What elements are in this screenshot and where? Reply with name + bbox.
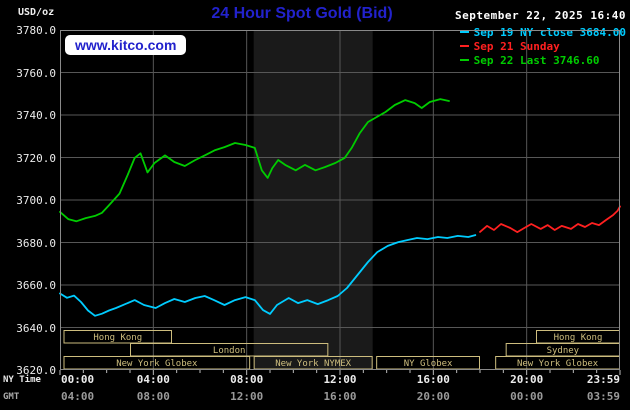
y-tick-label: 3640.0 <box>16 321 56 335</box>
datetime-label: September 22, 2025 16:40 <box>455 9 626 22</box>
gmt-tick-label: 03:59 <box>586 390 620 403</box>
chart-title: 24 Hour Spot Gold (Bid) <box>211 5 393 22</box>
ny-time-tick-label: 12:00 <box>323 373 357 386</box>
ny-time-caption: NY Time <box>3 375 41 385</box>
legend-item-sep22: Sep 22 Last 3746.60 <box>459 54 626 68</box>
legend-marker-sep19 <box>459 31 469 33</box>
ny-time-tick-label: 00:00 <box>61 373 95 386</box>
legend-label-sep22: Sep 22 Last 3746.60 <box>473 54 600 67</box>
price-line-sep21 <box>479 205 621 234</box>
session-label-new-york-globex: New York Globex <box>116 359 198 369</box>
session-label-hong-kong: Hong Kong <box>93 333 142 343</box>
price-line-sep19 <box>59 234 477 317</box>
session-box-hong-kong <box>63 330 172 344</box>
y-tick-label: 3680.0 <box>16 236 56 250</box>
ny-time-tick-label: 04:00 <box>136 373 170 386</box>
y-tick-label: 3740.0 <box>16 109 56 122</box>
gmt-tick-label: 04:00 <box>61 390 95 403</box>
legend-marker-sep21 <box>459 45 469 47</box>
gmt-tick-label: 16:00 <box>323 390 357 403</box>
legend-label-sep21: Sep 21 Sunday <box>473 40 560 53</box>
ny-time-tick-label: 16:00 <box>416 373 450 386</box>
ny-time-tick-label: 23:59 <box>586 373 620 386</box>
y-tick-label: 3780.0 <box>16 24 56 37</box>
gmt-tick-label: 12:00 <box>230 390 264 403</box>
legend-item-sep21: Sep 21 Sunday <box>459 40 626 54</box>
legend-label-sep19: Sep 19 NY close 3684.00 <box>473 26 626 39</box>
session-label-new-york-nymex: New York NYMEX <box>275 359 351 369</box>
gmt-tick-label: 08:00 <box>136 390 170 403</box>
y-axis-unit-label: USD/oz <box>18 7 55 18</box>
y-tick-label: 3720.0 <box>16 151 56 165</box>
session-label-new-york-globex: New York Globex <box>517 359 599 369</box>
session-label-ny-globex: NY Globex <box>404 359 453 369</box>
gmt-tick-label: 00:00 <box>510 390 544 403</box>
plot-border <box>60 30 620 370</box>
gmt-caption: GMT <box>3 392 20 402</box>
kitco-watermark-link[interactable]: www.kitco.com <box>65 35 187 55</box>
session-label-sydney: Sydney <box>547 346 580 356</box>
ny-time-tick-label: 08:00 <box>230 373 264 386</box>
y-tick-label: 3700.0 <box>16 194 56 207</box>
y-tick-label: 3620.0 <box>16 364 56 377</box>
legend-marker-sep22 <box>459 59 469 61</box>
session-label-hong-kong: Hong Kong <box>554 333 603 343</box>
chart-canvas: Hong Kong Hong Kong London Sydney New York G… <box>59 30 621 375</box>
session-label-london: London <box>213 346 246 356</box>
plot-area: Hong Kong Hong Kong London Sydney New York G… <box>59 30 621 375</box>
y-tick-label: 3660.0 <box>16 279 56 292</box>
price-line-sep22 <box>59 98 450 223</box>
gmt-tick-label: 20:00 <box>416 390 450 403</box>
y-tick-label: 3760.0 <box>16 66 56 80</box>
legend-item-sep19: Sep 19 NY close 3684.00 <box>459 26 626 40</box>
ny-time-tick-label: 20:00 <box>510 373 544 386</box>
legend: Sep 19 NY close 3684.00 Sep 21 Sunday Se… <box>459 26 626 68</box>
